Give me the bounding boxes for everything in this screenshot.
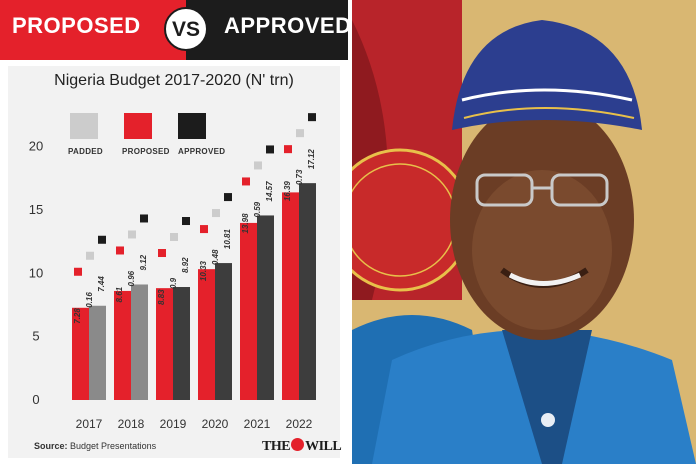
y-tick-label: 20: [29, 139, 43, 154]
vs-label: VS: [171, 18, 200, 41]
value-marker: [266, 145, 274, 154]
value-label: 8.92: [181, 257, 190, 273]
bar-approved: [299, 183, 316, 400]
garment-button-icon: [541, 413, 555, 427]
value-label: 0.48: [211, 249, 220, 265]
bar-proposed: [156, 288, 173, 400]
x-tick-label: 2021: [244, 417, 271, 431]
value-label: 0.9: [169, 277, 178, 289]
portrait-illustration: [352, 0, 696, 464]
value-marker: [128, 230, 136, 239]
legend-swatch-padded: [70, 113, 98, 139]
value-marker: [170, 233, 178, 242]
logo-text-left: THE: [262, 439, 291, 454]
value-marker: [284, 145, 292, 154]
banner-approved-label: APPROVED: [224, 13, 352, 38]
bar-approved: [173, 287, 190, 400]
value-label: 7.28: [73, 308, 82, 324]
portrait-photo: [352, 0, 696, 464]
value-label: 8.83: [157, 289, 166, 305]
x-tick-label: 2022: [286, 417, 313, 431]
value-label: 8.61: [115, 286, 124, 302]
source-text: Budget Presentations: [70, 441, 157, 451]
value-marker: [212, 209, 220, 218]
value-label: 0.16: [85, 292, 94, 308]
bar-proposed: [282, 192, 299, 400]
value-marker: [224, 193, 232, 202]
patterned-cap: [452, 20, 642, 130]
value-marker: [116, 246, 124, 255]
value-marker: [254, 161, 262, 170]
banner-proposed-panel: [0, 0, 186, 60]
y-tick-label: 5: [32, 329, 39, 344]
value-label: 0.73: [295, 169, 304, 185]
bar-proposed: [240, 222, 257, 400]
value-marker: [182, 217, 190, 226]
legend-label-proposed: PROPOSED: [122, 147, 170, 156]
infographic: PROPOSED APPROVED VS Nigeria Budget 2017…: [0, 0, 352, 458]
value-label: 9.12: [139, 254, 148, 270]
chart-title: Nigeria Budget 2017-2020 (N' trn): [54, 72, 294, 89]
value-marker: [86, 251, 94, 260]
banner-approved-panel: [186, 0, 348, 60]
x-tick-label: 2018: [118, 417, 145, 431]
x-tick-label: 2017: [76, 417, 103, 431]
bar-approved: [89, 305, 106, 400]
bar-proposed: [114, 290, 131, 400]
value-label: 7.44: [97, 276, 106, 292]
bar-proposed: [72, 307, 89, 400]
legend-swatch-proposed: [124, 113, 152, 139]
value-marker: [296, 129, 304, 138]
value-label: 14.57: [265, 181, 274, 202]
value-label: 13.98: [241, 213, 250, 234]
legend-swatch-approved: [178, 113, 206, 139]
bar-approved: [215, 263, 232, 400]
value-marker: [242, 177, 250, 186]
eyeglasses-left: [475, 173, 534, 207]
y-tick-label: 0: [32, 392, 39, 407]
value-marker: [308, 113, 316, 122]
value-marker: [200, 225, 208, 234]
value-label: 16.39: [283, 181, 292, 202]
y-tick-label: 15: [29, 202, 43, 217]
legend-label-approved: APPROVED: [178, 147, 226, 156]
value-marker: [140, 214, 148, 223]
chart-panel: Nigeria Budget 2017-2020 (N' trn) PADDED…: [8, 66, 340, 458]
source-label: Source:: [34, 441, 68, 451]
bar-proposed: [198, 269, 215, 400]
value-marker: [74, 267, 82, 276]
the-will-logo: THE WILL: [262, 438, 342, 455]
x-tick-label: 2019: [160, 417, 187, 431]
value-label: 10.81: [223, 229, 232, 250]
x-tick-label: 2020: [202, 417, 229, 431]
banner-proposed-label: PROPOSED: [12, 13, 141, 38]
bar-chart: 0 5 10 15 20 2017 7.280.167.44 2018 8.610.969.12…: [29, 113, 316, 431]
value-label: 10.33: [199, 261, 208, 282]
vs-badge: VS: [164, 7, 208, 51]
value-marker: [98, 235, 106, 244]
y-tick-label: 10: [29, 265, 43, 280]
eyeglasses-right: [550, 173, 609, 207]
value-label: 0.59: [253, 201, 262, 217]
bar-approved: [257, 215, 274, 400]
bar-approved: [131, 284, 148, 400]
logo-text-right: WILL: [305, 439, 342, 454]
value-label: 0.96: [127, 270, 136, 286]
value-marker: [158, 249, 166, 258]
banner: PROPOSED APPROVED VS: [0, 0, 352, 60]
legend-label-padded: PADDED: [68, 147, 103, 156]
source-note: Source: Budget Presentations: [34, 441, 156, 451]
value-label: 17.12: [307, 149, 316, 170]
logo-mark-icon: [291, 438, 305, 451]
